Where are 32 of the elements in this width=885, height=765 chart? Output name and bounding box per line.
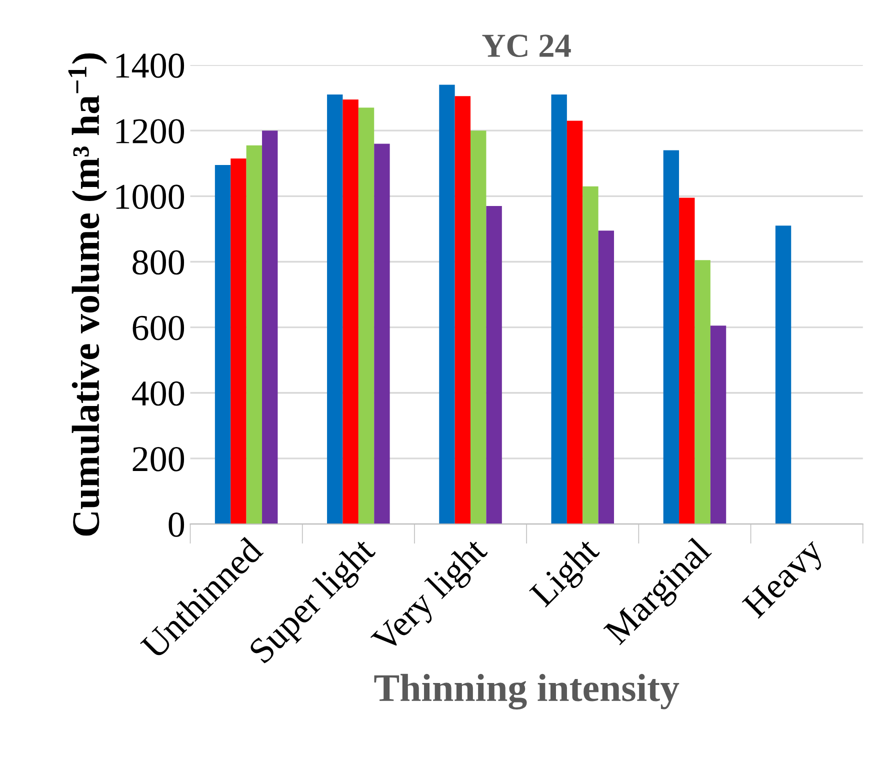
bar (439, 84, 455, 524)
bar (342, 99, 358, 524)
bar (694, 260, 710, 524)
x-axis-title: Thinning intensity (374, 674, 680, 710)
bar (582, 186, 598, 524)
y-tick-label: 1200 (116, 119, 184, 144)
bar (262, 130, 278, 524)
bar (454, 96, 471, 524)
y-tick-label: 400 (132, 381, 184, 406)
bar (566, 120, 583, 524)
bar (710, 326, 726, 524)
bar (327, 94, 343, 524)
bar (214, 165, 231, 524)
y-tick-label: 800 (132, 250, 184, 275)
chart-title: YC 24 (482, 34, 571, 58)
bar (679, 198, 695, 524)
y-tick-label: 600 (132, 316, 184, 340)
y-tick-label: 0 (168, 512, 184, 537)
bar (374, 144, 390, 524)
bar (358, 108, 374, 524)
bar (486, 206, 502, 524)
y-tick-label: 1400 (116, 54, 184, 78)
bar (775, 226, 792, 524)
bar (246, 145, 262, 524)
bar (663, 150, 680, 524)
y-tick-label: 1000 (116, 184, 184, 210)
bar (230, 158, 246, 524)
y-tick-label: 200 (132, 446, 184, 472)
bar (551, 94, 567, 524)
bar (598, 230, 614, 524)
y-axis-title: Cumulative volume (m³ ha$^{−1}$) (68, 53, 108, 536)
bar (470, 130, 486, 524)
